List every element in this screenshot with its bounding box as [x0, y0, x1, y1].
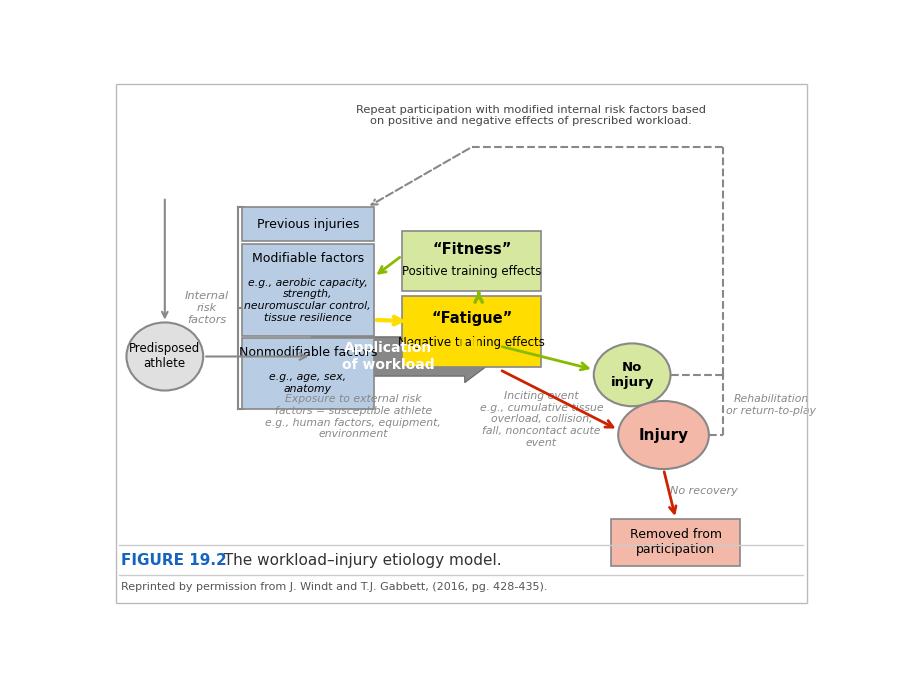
Text: e.g., aerobic capacity,
strength,
neuromuscular control,
tissue resilience: e.g., aerobic capacity, strength, neurom… [245, 278, 371, 322]
Text: No
injury: No injury [610, 361, 653, 389]
Text: Positive training effects: Positive training effects [402, 265, 542, 278]
Ellipse shape [594, 343, 670, 406]
FancyBboxPatch shape [402, 296, 542, 367]
Text: Exposure to external risk
factors = susceptible athlete
e.g., human factors, equ: Exposure to external risk factors = susc… [266, 394, 441, 439]
FancyBboxPatch shape [241, 338, 374, 409]
Text: Reprinted by permission from J. Windt and T.J. Gabbett, (2016, pg. 428-435).: Reprinted by permission from J. Windt an… [121, 582, 547, 592]
Text: e.g., age, sex,
anatomy: e.g., age, sex, anatomy [269, 372, 346, 394]
Text: No recovery: No recovery [670, 486, 738, 496]
Text: Modifiable factors: Modifiable factors [252, 252, 364, 265]
Text: Repeat participation with modified internal risk factors based
on positive and n: Repeat participation with modified inter… [356, 105, 706, 126]
FancyBboxPatch shape [241, 207, 374, 241]
FancyBboxPatch shape [241, 244, 374, 335]
Text: The workload–injury etiology model.: The workload–injury etiology model. [213, 554, 501, 568]
Text: Injury: Injury [638, 428, 689, 443]
FancyArrow shape [311, 330, 500, 383]
Text: Inciting event
e.g., cumulative tissue
overload, collision,
fall, noncontact acu: Inciting event e.g., cumulative tissue o… [480, 391, 603, 447]
Text: Rehabilitation
or return-to-play: Rehabilitation or return-to-play [726, 394, 816, 415]
Ellipse shape [618, 401, 709, 469]
Text: Predisposed
athlete: Predisposed athlete [130, 343, 201, 371]
Text: Removed from
participation: Removed from participation [630, 528, 722, 556]
Text: Negative training effects: Negative training effects [399, 336, 545, 349]
Ellipse shape [126, 322, 203, 390]
Text: Internal
risk
factors: Internal risk factors [184, 292, 229, 324]
Text: Application
of workload: Application of workload [342, 341, 435, 371]
Text: Previous injuries: Previous injuries [256, 218, 359, 231]
Text: FIGURE 19.2: FIGURE 19.2 [121, 554, 227, 568]
FancyBboxPatch shape [402, 231, 542, 291]
Text: Nonmodifiable factors: Nonmodifiable factors [238, 346, 377, 359]
Text: “Fatigue”: “Fatigue” [431, 311, 512, 326]
Text: “Fitness”: “Fitness” [432, 242, 511, 257]
FancyBboxPatch shape [611, 519, 740, 566]
